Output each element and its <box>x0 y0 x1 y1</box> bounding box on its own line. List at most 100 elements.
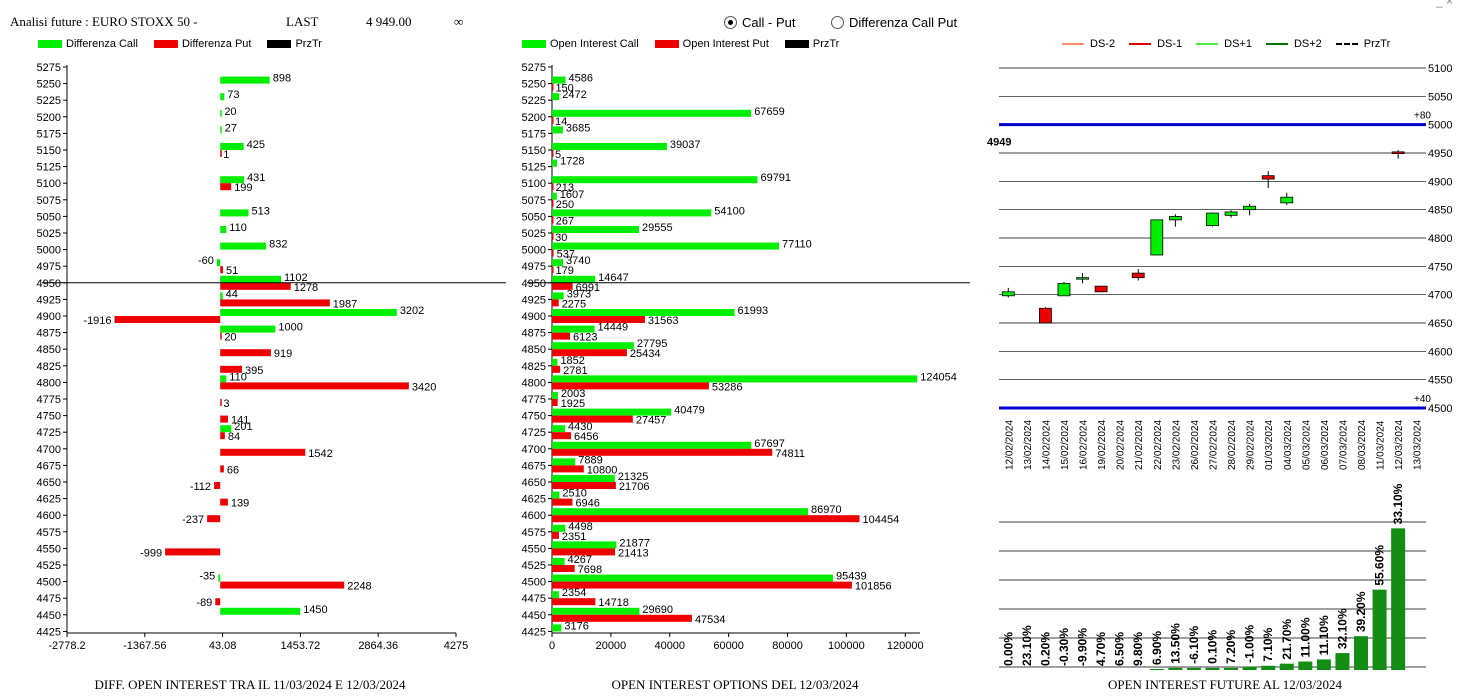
bar-value-label: 20 <box>224 332 236 344</box>
put-bar <box>220 365 243 373</box>
bar-value-label: 832 <box>269 239 287 251</box>
bar-value-label: 86970 <box>811 504 842 516</box>
strike-label: 4625 <box>37 494 61 506</box>
candle-body <box>1243 205 1257 211</box>
date-label: 29/02/2024 <box>1246 420 1257 470</box>
strike-label: 4750 <box>522 411 546 423</box>
date-label: 13/03/2024 <box>1413 420 1424 470</box>
put-bar <box>552 548 616 556</box>
call-bar <box>220 375 227 383</box>
date-label: 21/02/2024 <box>1134 420 1145 470</box>
call-bar <box>552 524 566 532</box>
call-bar <box>220 93 225 101</box>
call-bar <box>552 358 558 366</box>
bar-value-label: 3420 <box>412 381 436 393</box>
bar-value-label: 3973 <box>567 288 591 300</box>
put-bar <box>552 282 573 290</box>
bar-value-label: 4267 <box>568 554 592 566</box>
bar-value-label: 3176 <box>564 620 588 632</box>
x-tick-label: 120000 <box>887 640 924 652</box>
bar-value-label: 51 <box>226 265 238 277</box>
strike-label: 4500 <box>522 577 546 589</box>
bar-value-label: 513 <box>252 205 270 217</box>
put-bar <box>552 183 554 191</box>
candle-body <box>1168 216 1182 221</box>
strike-label: 4875 <box>37 328 61 340</box>
bar-value-label: 10800 <box>587 464 618 476</box>
bar-value-label: 7889 <box>578 454 602 466</box>
bar-value-label: 2472 <box>562 89 586 101</box>
put-bar <box>552 266 554 274</box>
y-tick-label: 4950 <box>1428 148 1452 160</box>
oi-bar <box>1205 667 1220 670</box>
call-bar <box>218 574 221 582</box>
legend-label: DS+2 <box>1293 38 1322 50</box>
bar-value-label: 6991 <box>576 282 600 294</box>
call-bar <box>552 176 758 184</box>
x-tick-label: 40000 <box>654 640 685 652</box>
call-bar <box>552 508 809 516</box>
put-bar <box>552 531 559 539</box>
bar-value-label: 53286 <box>712 381 743 393</box>
put-bar <box>220 432 225 440</box>
put-bar <box>215 598 221 606</box>
bar-value-label: 14718 <box>598 597 629 609</box>
oi-bar <box>1168 667 1183 670</box>
bar-value-label: 1 <box>223 149 229 161</box>
call-bar <box>552 441 752 449</box>
level-label: +40 <box>1414 394 1431 405</box>
legend-line <box>1265 43 1288 45</box>
call-bar <box>552 159 558 167</box>
bar-value-label: 5 <box>555 149 561 161</box>
call-bar <box>552 292 564 300</box>
strike-label: 5175 <box>37 128 61 140</box>
put-bar <box>220 150 222 157</box>
put-bar <box>552 233 554 240</box>
strike-label: 5000 <box>37 245 61 257</box>
call-bar <box>552 325 595 333</box>
strike-label: 5075 <box>522 195 546 207</box>
oi-percent-label: 23.10% <box>1020 625 1034 666</box>
date-label: 28/02/2024 <box>1227 420 1238 470</box>
put-bar <box>552 598 596 606</box>
oi-percent-label: -0.30% <box>1057 628 1071 666</box>
level-label: +80 <box>1414 111 1431 122</box>
bar-value-label: 2781 <box>563 365 587 377</box>
bar-value-label: 84 <box>228 431 240 443</box>
bar-value-label: 95439 <box>836 571 867 583</box>
bar-value-label: 919 <box>274 348 292 360</box>
bar-value-label: 2354 <box>562 587 586 599</box>
put-bar <box>552 498 573 506</box>
bar-value-label: 1925 <box>561 398 585 410</box>
strike-label: 4975 <box>522 261 546 273</box>
candle-body <box>1039 307 1052 324</box>
put-bar <box>165 548 221 556</box>
put-bar <box>552 614 692 622</box>
call-bar <box>220 143 244 150</box>
candle-body <box>1094 285 1108 293</box>
bar-value-label: 199 <box>234 182 252 194</box>
bar-value-label: 2248 <box>347 581 371 593</box>
strike-label: 4800 <box>37 377 61 389</box>
call-bar <box>220 226 227 233</box>
date-label: 05/03/2024 <box>1301 420 1312 470</box>
y-tick-label: 5100 <box>1428 63 1452 75</box>
legend-label: Open Interest Call <box>550 38 639 50</box>
radio-call-put[interactable]: Call - Put <box>724 15 795 30</box>
footer-right: OPEN INTEREST FUTURE AL 12/03/2024 <box>1107 677 1342 692</box>
call-bar <box>552 143 667 150</box>
strike-label: 5200 <box>37 112 61 124</box>
bar-value-label: 29690 <box>642 604 673 616</box>
strike-label: 4750 <box>37 411 61 423</box>
bar-value-label: 21706 <box>619 481 650 493</box>
oi-percent-label: 9.80% <box>1131 632 1145 666</box>
put-bar <box>220 415 229 423</box>
strike-label: 4675 <box>522 460 546 472</box>
bar-value-label: 1852 <box>560 355 584 367</box>
oi-percent-label: 4.70% <box>1094 632 1108 666</box>
put-bar <box>552 448 773 456</box>
radio-differenza[interactable]: Differenza Call Put <box>831 15 957 30</box>
window-controls[interactable]: _ × <box>1435 0 1453 8</box>
bar-value-label: 14449 <box>598 322 629 334</box>
x-tick-label: 43.08 <box>209 640 237 652</box>
